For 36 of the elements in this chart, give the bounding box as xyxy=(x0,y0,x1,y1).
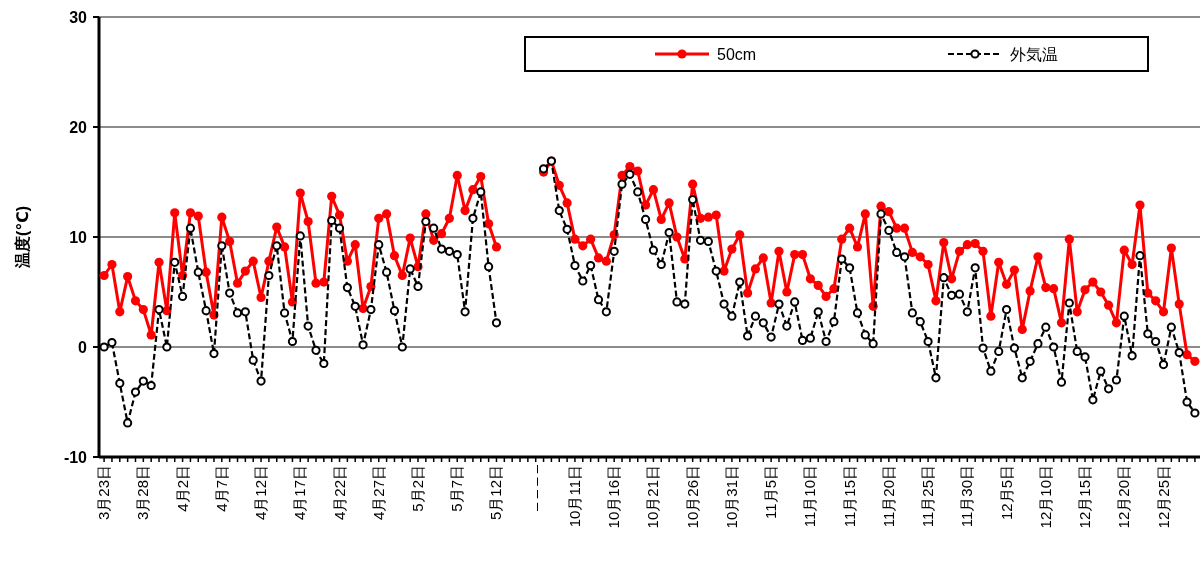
x-tick-label: 11月10日 xyxy=(801,465,819,528)
x-tick-label: 4月22日 xyxy=(330,465,348,521)
x-tick-label: 5月7日 xyxy=(448,465,466,512)
y-tick-label: 10 xyxy=(69,228,88,246)
y-tick-label: 0 xyxy=(78,338,88,356)
x-tick-label: 11月5日 xyxy=(762,465,780,519)
y-axis-title: 温度(℃) xyxy=(13,205,31,270)
x-tick-label: 4月7日 xyxy=(212,465,230,512)
y-tick-label: -10 xyxy=(63,448,88,466)
x-tick-label: 12月15日 xyxy=(1076,465,1094,529)
x-tick-label: 10月31日 xyxy=(722,465,740,529)
y-tick-label: 30 xyxy=(69,8,88,26)
x-tick-label: 4月12日 xyxy=(252,465,270,521)
legend-label: 外気温 xyxy=(1010,45,1058,63)
x-tick-label: 10月16日 xyxy=(605,465,623,529)
y-tick-label: 20 xyxy=(69,118,88,136)
x-tick-label: 11月15日 xyxy=(840,465,858,528)
x-tick-label: 10月21日 xyxy=(644,465,662,529)
x-tick-label: 10月11日 xyxy=(565,465,583,528)
x-tick-label: 11月25日 xyxy=(919,465,937,528)
x-tick-label: 12月5日 xyxy=(997,465,1015,521)
x-tick-label: – – – – xyxy=(526,464,544,511)
x-tick-label: 12月10日 xyxy=(1036,465,1054,529)
x-tick-label: 10月26日 xyxy=(683,465,701,529)
x-tick-label: 11月30日 xyxy=(958,465,976,528)
legend-label: 50cm xyxy=(717,45,757,63)
x-tick-label: 12月25日 xyxy=(1154,465,1172,529)
x-tick-label: 11月20日 xyxy=(879,465,897,528)
x-tick-label: 5月12日 xyxy=(487,465,505,521)
x-tick-label: 4月27日 xyxy=(369,465,387,521)
x-tick-label: 4月2日 xyxy=(173,465,191,512)
x-tick-label: 4月17日 xyxy=(291,465,309,521)
x-tick-label: 3月23日 xyxy=(95,465,113,521)
x-tick-label: 3月28日 xyxy=(134,465,152,521)
x-tick-label: 12月20日 xyxy=(1115,465,1133,529)
x-tick-label: 5月2日 xyxy=(409,465,426,512)
